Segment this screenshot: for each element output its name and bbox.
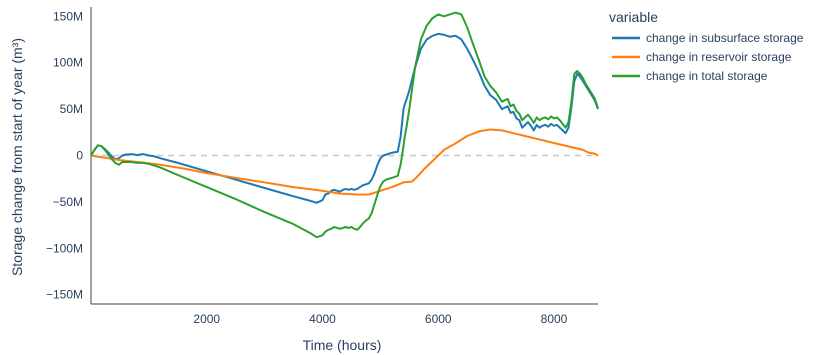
y-tick-label: −150M [46,288,83,302]
x-tick-label: 2000 [193,312,220,326]
y-axis-tick-labels: −150M −100M −50M 0 50M 100M 150M [46,9,83,301]
y-tick-label: 0 [76,149,83,163]
y-tick-label: 50M [60,102,83,116]
x-axis-title: Time (hours) [303,337,382,353]
y-tick-label: −50M [53,195,83,209]
y-tick-label: 150M [53,9,83,23]
y-tick-label: 100M [53,56,83,70]
x-tick-label: 8000 [541,312,568,326]
y-tick-label: −100M [46,241,83,255]
series-line-1 [90,32,599,204]
legend-label: change in reservoir storage [646,50,792,64]
series-lines [90,11,599,239]
legend-title: variable [609,9,658,25]
legend: variable change in subsurface storage cha… [609,9,804,83]
x-tick-label: 4000 [309,312,336,326]
y-axis-title: Storage change from start of year (m³) [9,38,25,276]
x-tick-label: 6000 [425,312,452,326]
legend-label: change in subsurface storage [646,31,804,45]
series-line-3 [90,11,599,239]
series-line-2 [90,128,599,196]
x-axis-tick-labels: 2000 4000 6000 8000 [193,312,567,326]
legend-label: change in total storage [646,69,768,83]
